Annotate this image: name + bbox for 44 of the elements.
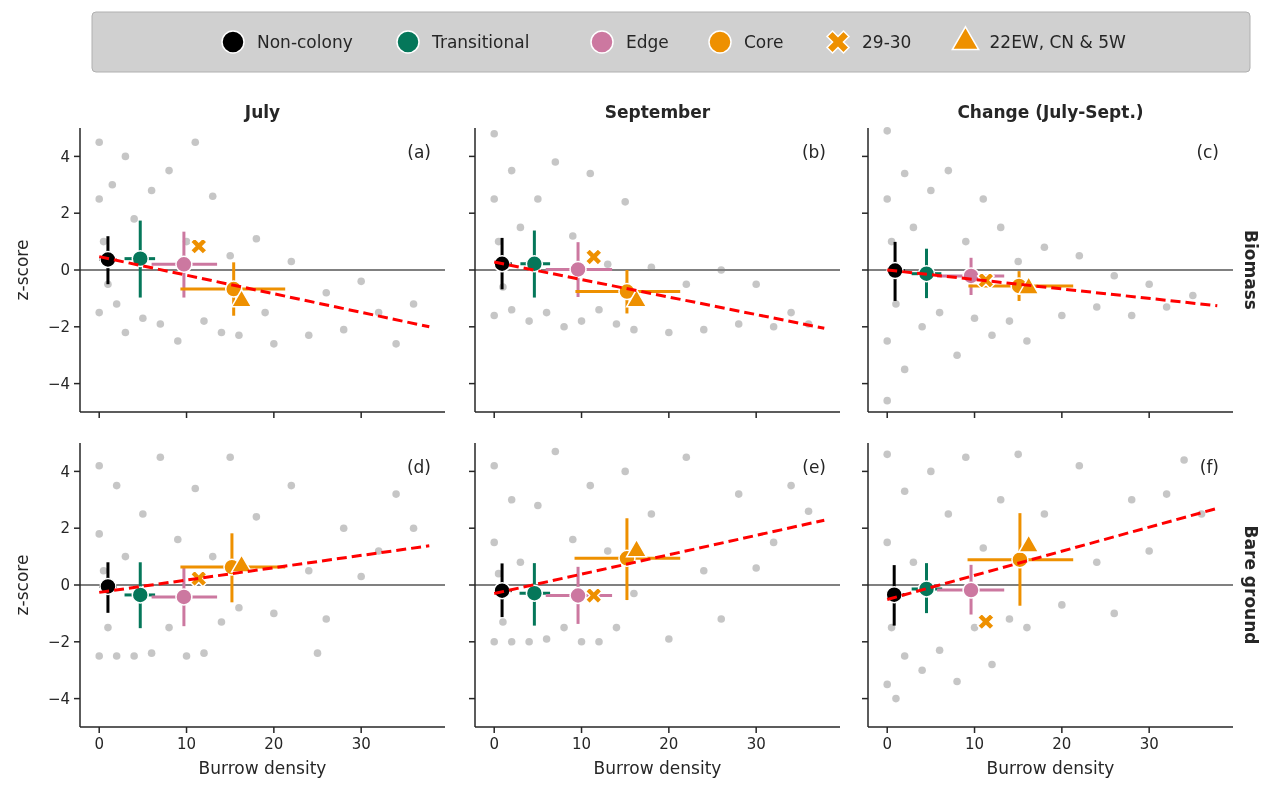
y-axis-title: z-score [12,239,32,301]
x-tick-label: 0 [489,735,499,753]
x-tick-label: 10 [964,735,985,753]
x-tick-label: 10 [571,735,592,753]
y-axis-title: z-score [12,554,32,616]
y-tick-label: 4 [60,462,70,481]
legend-label: Transitional [431,31,530,52]
annotation: (f) [1199,457,1219,477]
y-tick-label: 0 [60,576,70,595]
x-tick-label: 30 [351,735,371,753]
annotation: (d) [406,457,431,477]
legend-label: Edge [626,31,669,52]
x-tick-label: 20 [264,735,284,753]
x-tick-label: 10 [176,735,197,753]
legend-label: 29-30 [862,31,912,52]
y-tick-label: 2 [60,204,70,223]
x-tick-label: 20 [659,735,679,753]
x-axis-title: Burrow density [986,758,1115,778]
x-tick-label: 0 [94,735,104,753]
y-tick-label: 2 [60,519,70,538]
x-tick-label: 30 [746,735,766,753]
annotation: (e) [802,457,826,477]
y2-axis-title: Bare ground [1241,525,1261,645]
chart-title: Change (July-Sept.) [957,102,1144,122]
x-tick-label: 20 [1052,735,1072,753]
y-tick-label: −4 [47,374,70,393]
legend-label: Core [744,31,784,52]
chart-title: July [243,102,281,122]
annotation: (c) [1196,142,1219,162]
y-tick-label: −2 [47,633,70,652]
x-tick-label: 0 [882,735,892,753]
legend-label: 22EW, CN & 5W [989,31,1126,52]
x-axis-title: Burrow density [198,758,327,778]
y-tick-label: −4 [47,689,70,708]
annotation: (a) [407,142,431,162]
y-tick-label: 4 [60,147,70,166]
x-tick-label: 30 [1139,735,1159,753]
y-tick-label: −2 [47,318,70,337]
y2-axis-title: Biomass [1241,230,1261,310]
y-tick-label: 0 [60,261,70,280]
annotation: (b) [801,142,826,162]
x-axis-title: Burrow density [593,758,722,778]
legend-label: Non-colony [257,31,353,52]
chart-title: September [604,102,711,122]
